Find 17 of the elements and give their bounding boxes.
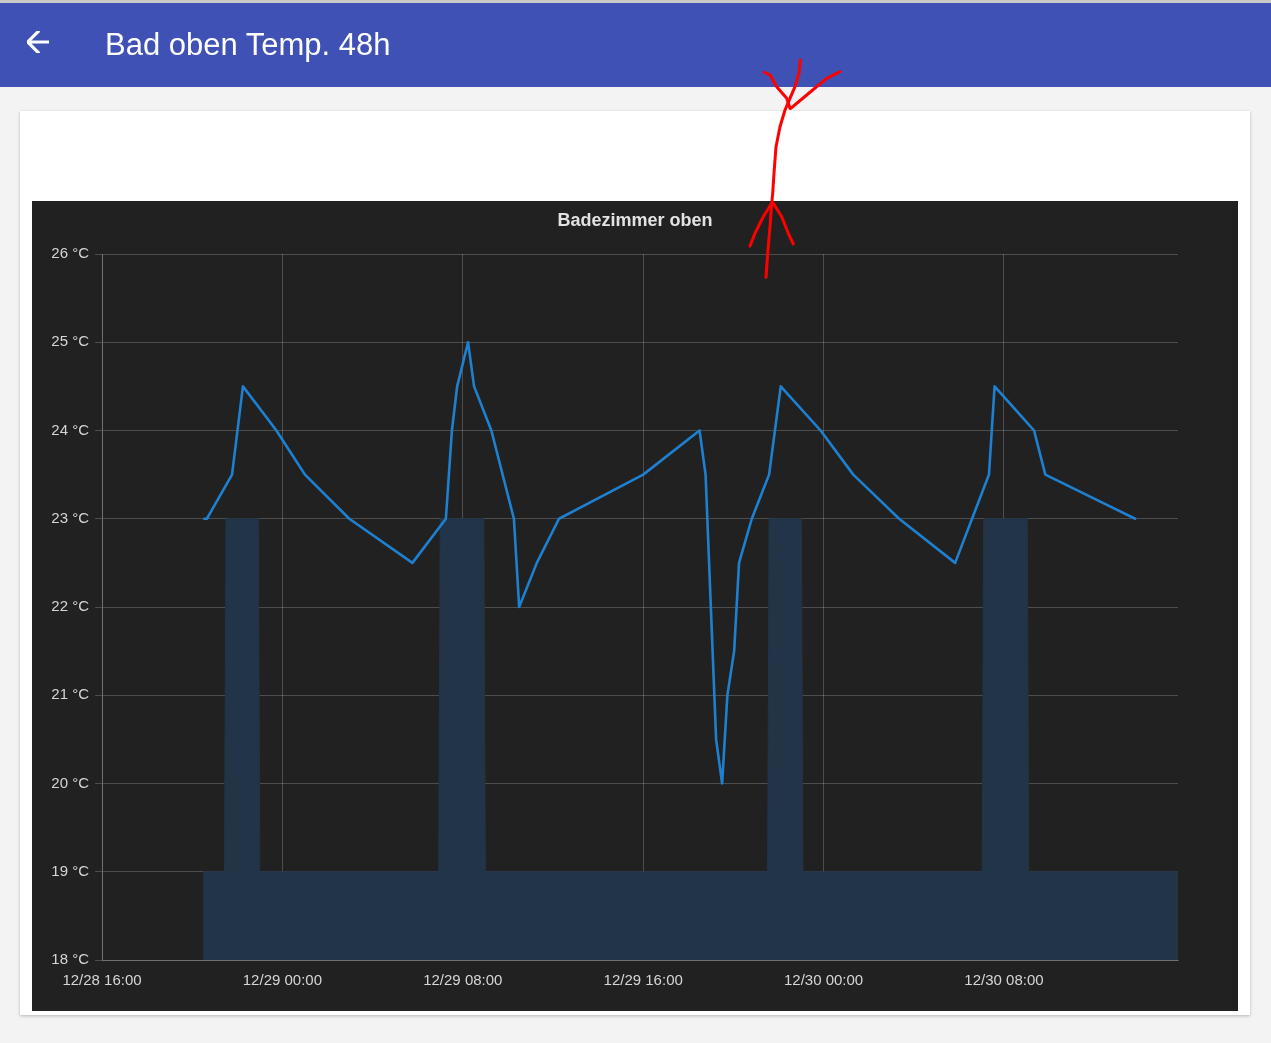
y-tick-label: 18 °C bbox=[51, 950, 90, 968]
x-tick-label: 12/30 08:00 bbox=[964, 971, 1044, 989]
y-tick-label: 23 °C bbox=[51, 508, 90, 526]
y-tick-label: 21 °C bbox=[51, 685, 90, 703]
y-tick-label: 25 °C bbox=[51, 332, 90, 350]
x-tick-label: 12/29 00:00 bbox=[242, 971, 323, 989]
y-tick-label: 22 °C bbox=[51, 597, 90, 615]
y-tick-label: 19 °C bbox=[51, 861, 90, 879]
y-tick-label: 20 °C bbox=[51, 773, 90, 791]
x-tick-label: 12/29 08:00 bbox=[423, 971, 503, 989]
y-tick-label: 26 °C bbox=[51, 244, 90, 262]
x-tick-label: 12/28 16:00 bbox=[62, 971, 142, 989]
x-tick-label: 12/29 16:00 bbox=[603, 971, 683, 989]
y-tick-label: 24 °C bbox=[51, 420, 90, 438]
chart-title: Bad oben Temp. 48h bbox=[105, 26, 391, 64]
x-tick-label: 12/30 00:00 bbox=[783, 971, 864, 989]
chart-subtitle: Badezimmer oben bbox=[557, 209, 713, 230]
